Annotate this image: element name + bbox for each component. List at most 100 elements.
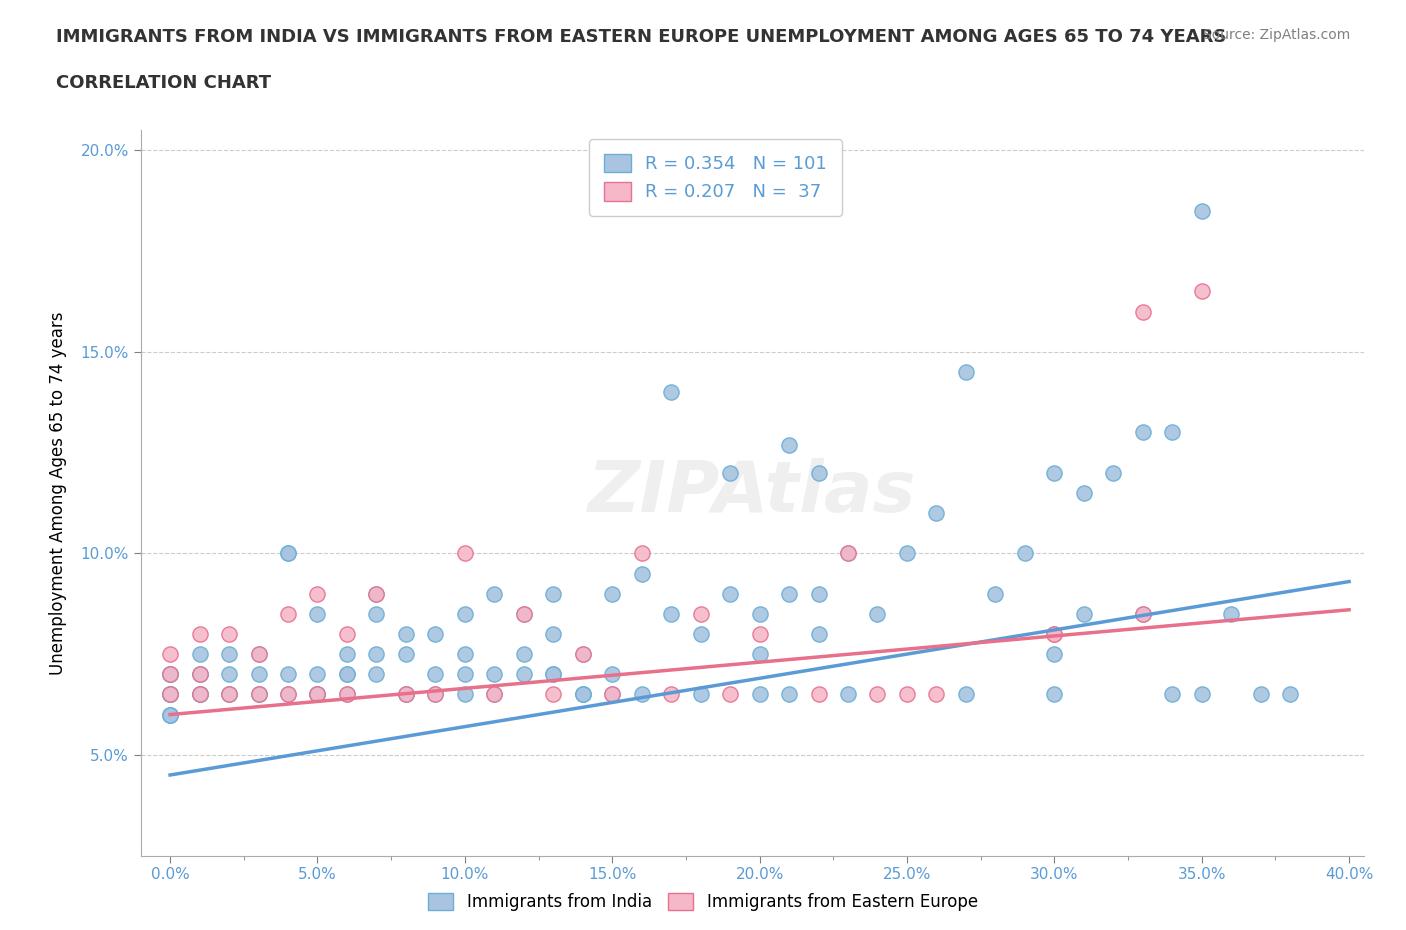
Point [513,646,536,661]
Point [336,627,359,642]
Point [513,606,536,621]
Point [896,546,918,561]
Point [218,687,240,702]
Point [484,687,506,702]
Point [188,687,211,702]
Point [188,667,211,682]
Point [630,566,652,581]
Point [955,687,977,702]
Point [366,646,388,661]
Point [395,687,418,702]
Point [807,687,830,702]
Point [689,606,711,621]
Point [159,667,181,682]
Point [307,606,329,621]
Point [1132,606,1154,621]
Point [159,667,181,682]
Point [395,627,418,642]
Point [541,627,564,642]
Point [159,687,181,702]
Point [541,667,564,682]
Point [1279,687,1302,702]
Point [571,687,593,702]
Point [218,646,240,661]
Point [247,667,270,682]
Point [807,465,830,480]
Point [1132,606,1154,621]
Point [395,687,418,702]
Point [159,687,181,702]
Point [571,687,593,702]
Point [188,667,211,682]
Point [600,687,623,702]
Point [159,687,181,702]
Point [336,667,359,682]
Point [837,687,859,702]
Point [159,707,181,722]
Point [336,687,359,702]
Point [718,465,741,480]
Point [630,546,652,561]
Point [484,667,506,682]
Point [1102,465,1125,480]
Text: ZIPAtlas: ZIPAtlas [588,458,917,527]
Point [1043,627,1066,642]
Point [218,667,240,682]
Point [778,586,800,601]
Point [925,506,948,521]
Point [600,687,623,702]
Legend: R = 0.354   N = 101, R = 0.207   N =  37: R = 0.354 N = 101, R = 0.207 N = 37 [589,140,842,216]
Point [1161,425,1184,440]
Point [659,687,682,702]
Point [984,586,1007,601]
Point [159,667,181,682]
Point [1043,687,1066,702]
Point [807,627,830,642]
Point [395,646,418,661]
Point [896,687,918,702]
Point [484,586,506,601]
Point [1161,687,1184,702]
Point [307,687,329,702]
Point [336,687,359,702]
Point [778,687,800,702]
Point [307,687,329,702]
Point [1043,465,1066,480]
Point [218,687,240,702]
Point [718,586,741,601]
Point [866,687,889,702]
Point [484,687,506,702]
Point [1043,646,1066,661]
Point [837,546,859,561]
Point [218,627,240,642]
Point [425,687,447,702]
Text: Source: ZipAtlas.com: Source: ZipAtlas.com [1202,28,1350,42]
Point [1073,606,1095,621]
Point [748,687,770,702]
Point [1220,606,1243,621]
Point [247,646,270,661]
Point [454,667,477,682]
Legend: Immigrants from India, Immigrants from Eastern Europe: Immigrants from India, Immigrants from E… [422,886,984,918]
Point [336,646,359,661]
Text: CORRELATION CHART: CORRELATION CHART [56,74,271,92]
Point [571,646,593,661]
Point [571,646,593,661]
Point [307,667,329,682]
Point [1191,687,1213,702]
Point [366,586,388,601]
Point [277,687,299,702]
Point [748,606,770,621]
Y-axis label: Unemployment Among Ages 65 to 74 years: Unemployment Among Ages 65 to 74 years [49,312,66,674]
Point [541,586,564,601]
Point [748,646,770,661]
Point [218,687,240,702]
Point [454,606,477,621]
Point [395,687,418,702]
Point [1132,304,1154,319]
Point [247,687,270,702]
Point [541,667,564,682]
Point [159,646,181,661]
Text: IMMIGRANTS FROM INDIA VS IMMIGRANTS FROM EASTERN EUROPE UNEMPLOYMENT AMONG AGES : IMMIGRANTS FROM INDIA VS IMMIGRANTS FROM… [56,28,1226,46]
Point [159,687,181,702]
